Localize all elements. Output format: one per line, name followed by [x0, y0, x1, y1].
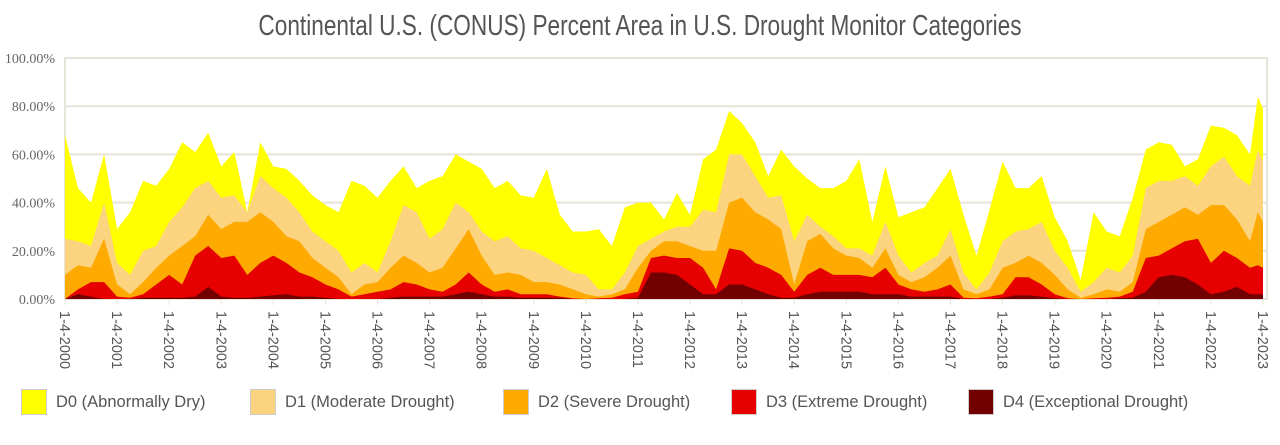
x-tick-label: 1-4-2004 [264, 311, 280, 369]
legend-label: D0 (Abnormally Dry) [56, 392, 206, 411]
legend-swatch [21, 389, 47, 415]
area-series-d3 [65, 238, 1263, 299]
legend-item-d1[interactable]: D1 (Moderate Drought) [250, 389, 455, 415]
x-tick-label: 1-4-2020 [1098, 311, 1114, 369]
x-tick-label: 1-4-2010 [577, 311, 593, 369]
y-tick-label: 40.00% [12, 197, 56, 212]
x-tick-label: 1-4-2018 [994, 311, 1010, 369]
legend-item-d3[interactable]: D3 (Extreme Drought) [731, 389, 927, 415]
area-series-d0 [65, 96, 1263, 299]
x-tick-label: 1-4-2011 [629, 311, 645, 368]
legend-swatch [968, 389, 994, 415]
chart-title: Continental U.S. (CONUS) Percent Area in… [258, 10, 1022, 42]
x-tick-label: 1-4-2021 [1150, 311, 1166, 369]
legend-item-d4[interactable]: D4 (Exceptional Drought) [968, 389, 1188, 415]
chart-legend: D0 (Abnormally Dry) D1 (Moderate Drought)… [0, 389, 1280, 419]
y-tick-label: 0.00% [19, 293, 56, 308]
x-tick-label: 1-4-2005 [316, 311, 332, 369]
y-tick-label: 60.00% [12, 148, 56, 163]
x-tick-label: 1-4-2019 [1046, 311, 1062, 369]
legend-swatch [503, 389, 529, 415]
legend-swatch [250, 389, 276, 415]
x-tick-label: 1-4-2002 [160, 311, 176, 369]
x-tick-label: 1-4-2006 [369, 311, 385, 369]
y-tick-label: 80.00% [12, 100, 56, 115]
legend-label: D2 (Severe Drought) [538, 392, 691, 411]
area-series-d2 [65, 197, 1263, 299]
area-series-d4 [65, 272, 1263, 299]
x-tick-label: 1-4-2003 [212, 311, 228, 369]
legend-label: D1 (Moderate Drought) [285, 392, 455, 411]
y-tick-label: 100.00% [5, 52, 56, 67]
x-tick-label: 1-4-2023 [1254, 311, 1270, 369]
legend-label: D3 (Extreme Drought) [766, 392, 928, 411]
x-tick-label: 1-4-2001 [108, 311, 124, 369]
x-tick-label: 1-4-2009 [525, 311, 541, 369]
x-tick-label: 1-4-2000 [56, 311, 72, 369]
x-tick-label: 1-4-2022 [1202, 311, 1218, 369]
x-tick-label: 1-4-2014 [785, 311, 801, 369]
legend-item-d0[interactable]: D0 (Abnormally Dry) [21, 389, 205, 415]
x-tick-label: 1-4-2012 [681, 311, 697, 369]
x-tick-label: 1-4-2017 [941, 311, 957, 369]
x-tick-label: 1-4-2013 [733, 311, 749, 369]
legend-item-d2[interactable]: D2 (Severe Drought) [503, 389, 690, 415]
legend-swatch [731, 389, 757, 415]
x-tick-label: 1-4-2015 [837, 311, 853, 369]
y-tick-label: 20.00% [12, 245, 56, 260]
x-tick-label: 1-4-2008 [473, 311, 489, 369]
legend-label: D4 (Exceptional Drought) [1003, 392, 1189, 411]
x-tick-label: 1-4-2007 [421, 311, 437, 369]
x-tick-label: 1-4-2016 [889, 311, 905, 369]
